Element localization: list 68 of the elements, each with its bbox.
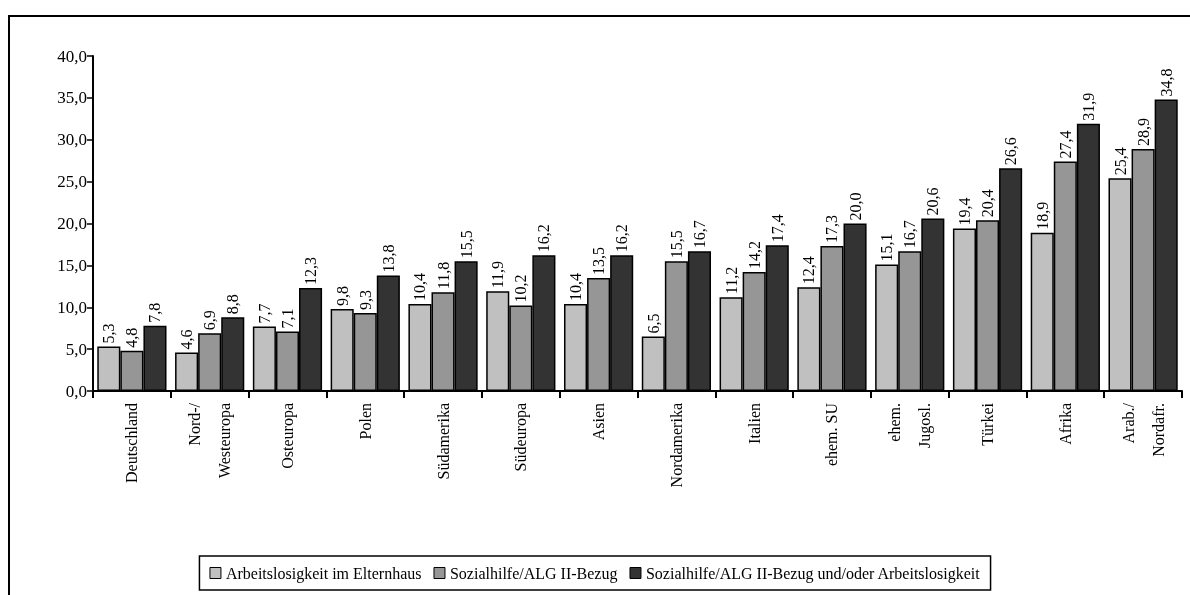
x-tick-label: Nordamerika [667,403,685,488]
x-tick-label: Türkei [979,402,997,446]
y-tick-label: 35,0 [57,88,87,108]
data-label: 15,5 [457,230,475,259]
legend-label: Sozialhilfe/ALG II-Bezug und/oder Arbeitslosigkeit [645,564,981,583]
data-label: 4,6 [178,329,196,350]
data-label: 31,9 [1079,92,1097,121]
x-tick-label: Polen [356,403,374,440]
data-label: 28,9 [1134,117,1152,146]
legend-label: Sozialhilfe/ALG II-Bezug [449,564,618,583]
data-label: 6,5 [644,313,662,334]
data-label: 34,8 [1157,68,1175,97]
data-label: 11,9 [489,260,507,289]
data-label: 12,4 [800,256,818,285]
data-label: 17,3 [823,215,841,244]
data-label: 10,2 [512,274,530,303]
data-label: 20,4 [979,189,997,218]
y-tick-label: 10,0 [57,297,87,317]
x-tick-label: ehem. SU [823,402,841,467]
data-label: 26,6 [1002,137,1020,166]
data-label: 10,4 [567,272,585,301]
data-label: 9,3 [356,290,374,311]
x-tick-label: Asien [590,403,608,441]
data-label: 13,5 [590,246,608,275]
x-tick-label: Nord-/ Westeuropa [186,402,235,479]
data-label: 7,1 [278,308,296,329]
data-label: 27,4 [1056,130,1074,159]
y-tick-label: 40,0 [57,46,87,66]
y-tick-label: 30,0 [57,130,87,150]
legend-label: Arbeitslosigkeit im Elternhaus [225,564,422,583]
x-tick-label: Afrika [1056,403,1074,445]
data-label: 15,1 [878,233,896,262]
x-tick-label: Südamerika [434,403,452,480]
data-label: 4,8 [123,327,141,348]
data-label: 15,5 [667,230,685,259]
y-tick-label: 0,0 [65,381,87,401]
y-tick-label: 15,0 [57,255,87,275]
x-tick-label: ehem. Jugosl. [886,403,935,448]
data-label: 10,4 [411,272,429,301]
data-label: 20,6 [924,187,942,216]
data-label: 16,2 [613,224,631,253]
data-label: 6,9 [201,310,219,331]
data-label: 17,4 [768,214,786,243]
y-tick-label: 5,0 [65,339,87,359]
y-tick-label: 20,0 [57,214,87,233]
x-tick-label: Osteuropa [278,403,297,469]
data-label: 16,7 [690,220,708,249]
data-label: 18,9 [1033,201,1051,230]
y-tick-label: 25,0 [57,172,87,192]
data-label: 11,8 [434,261,452,290]
data-label: 12,3 [302,256,320,285]
data-label: 7,8 [146,302,164,323]
data-label: 13,8 [379,244,397,273]
data-label: 25,4 [1111,147,1129,176]
x-tick-label: Italien [745,403,763,444]
data-label: 16,2 [535,224,553,253]
data-label: 7,7 [255,303,273,324]
x-tick-label: Arab./ Nordafr. [1119,402,1167,457]
data-label: 8,8 [224,294,242,315]
data-label: 9,8 [333,285,351,306]
data-label: 14,2 [745,241,763,270]
data-label: 20,0 [846,192,864,221]
data-label: 16,7 [901,220,919,249]
x-tick-label: Deutschland [123,403,141,483]
data-label: 5,3 [100,323,118,344]
data-label: 19,4 [955,197,973,226]
data-label: 11,2 [722,266,740,295]
x-tick-label: Südeuropa [512,403,531,472]
